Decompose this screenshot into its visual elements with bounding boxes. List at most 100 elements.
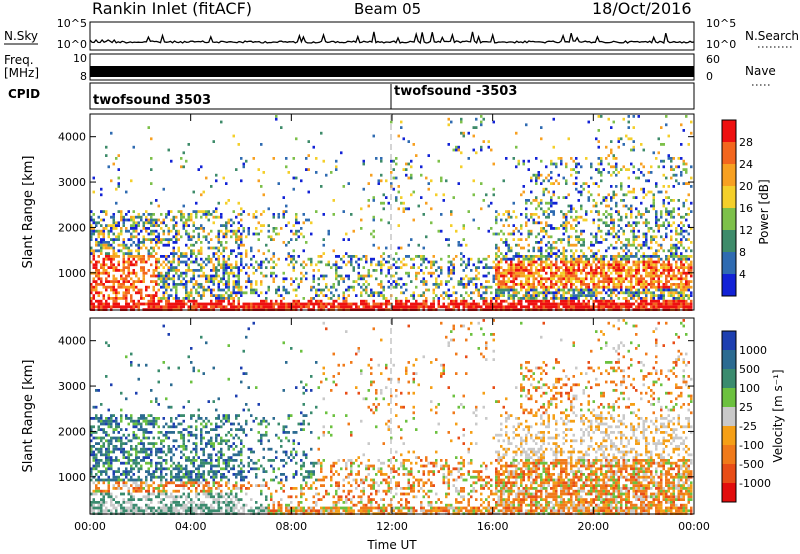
data-cell (300, 227, 303, 230)
data-cell (680, 274, 683, 278)
data-cell (627, 266, 630, 269)
data-cell (242, 291, 245, 295)
data-cell (547, 255, 550, 258)
data-cell (487, 145, 490, 149)
data-cell (130, 252, 133, 255)
data-cell (340, 277, 343, 281)
data-cell (180, 305, 183, 309)
data-cell (105, 263, 108, 267)
data-cell (522, 162, 525, 166)
data-cell (122, 506, 125, 510)
data-cell (592, 252, 595, 255)
data-cell (100, 436, 103, 440)
data-cell (512, 201, 515, 205)
data-cell (270, 257, 273, 261)
data-cell (247, 280, 250, 283)
data-cell (237, 274, 240, 278)
data-cell (167, 255, 170, 258)
data-cell (137, 470, 140, 473)
data-cell (130, 352, 133, 356)
data-cell (117, 255, 120, 258)
data-cell (135, 221, 138, 225)
data-cell (300, 305, 303, 309)
data-cell (375, 263, 378, 267)
data-cell (685, 199, 688, 202)
data-cell (250, 249, 253, 253)
data-cell (100, 439, 103, 443)
data-cell (192, 305, 195, 309)
data-cell (680, 271, 683, 275)
data-cell (105, 422, 108, 426)
data-cell (250, 263, 253, 267)
data-cell (207, 277, 210, 281)
data-cell (117, 484, 120, 487)
data-cell (542, 260, 545, 264)
data-cell (452, 291, 455, 295)
data-cell (310, 302, 313, 306)
data-cell (112, 450, 115, 454)
data-cell (615, 302, 618, 306)
data-cell (245, 159, 248, 163)
data-cell (142, 260, 145, 264)
data-cell (182, 271, 185, 275)
data-cell (540, 274, 543, 278)
data-cell (345, 288, 348, 292)
data-cell (217, 274, 220, 278)
data-cell (545, 285, 548, 289)
data-cell (347, 288, 350, 292)
data-cell (475, 283, 478, 286)
data-cell (270, 235, 273, 239)
data-cell (452, 257, 455, 261)
data-cell (502, 299, 505, 303)
data-cell (562, 305, 565, 309)
data-cell (555, 260, 558, 264)
data-cell (275, 232, 278, 236)
data-cell (482, 266, 485, 269)
data-cell (560, 210, 563, 213)
data-cell (577, 255, 580, 258)
data-cell (372, 229, 375, 233)
data-cell (392, 159, 395, 163)
data-cell (120, 419, 123, 423)
data-cell (680, 171, 683, 174)
data-cell (637, 243, 640, 247)
data-cell (170, 294, 173, 297)
data-cell (480, 260, 483, 264)
data-cell (422, 280, 425, 283)
data-cell (642, 302, 645, 306)
data-cell (210, 257, 213, 261)
data-cell (430, 305, 433, 309)
data-cell (250, 302, 253, 306)
data-cell (527, 299, 530, 303)
data-cell (617, 269, 620, 272)
data-cell (155, 302, 158, 306)
data-cell (552, 190, 555, 194)
data-cell (537, 171, 540, 174)
data-cell (527, 257, 530, 261)
data-cell (217, 232, 220, 236)
data-cell (102, 241, 105, 244)
data-cell (687, 224, 690, 227)
colorbar-swatch (722, 208, 736, 231)
data-cell (137, 252, 140, 255)
data-cell (502, 232, 505, 236)
data-cell (242, 266, 245, 269)
data-cell (372, 215, 375, 219)
data-cell (180, 252, 183, 255)
data-cell (670, 294, 673, 297)
data-cell (355, 305, 358, 309)
data-cell (132, 433, 135, 437)
data-cell (142, 255, 145, 258)
data-cell (445, 179, 448, 183)
data-cell (145, 238, 148, 241)
data-cell (640, 280, 643, 283)
data-cell (690, 263, 693, 267)
data-cell (690, 120, 693, 124)
data-cell (230, 297, 233, 300)
data-cell (370, 173, 373, 177)
data-cell (300, 271, 303, 275)
data-cell (655, 285, 658, 289)
data-cell (227, 266, 230, 269)
data-cell (152, 213, 155, 216)
data-cell (95, 221, 98, 225)
